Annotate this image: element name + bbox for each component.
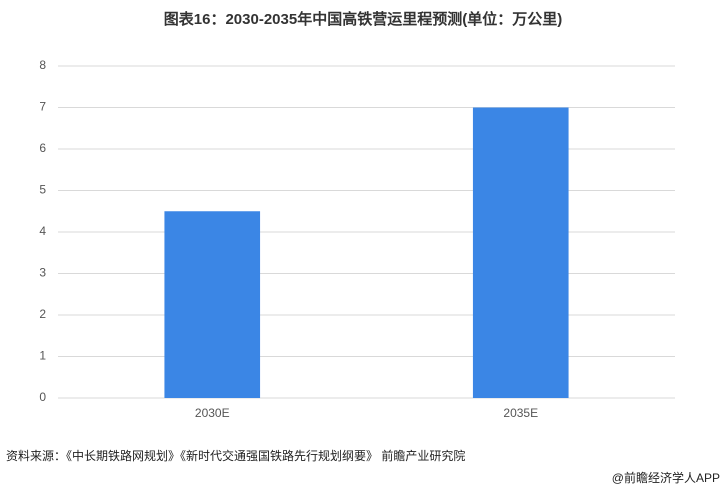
y-tick-label: 0 [39,390,46,404]
y-tick-label: 6 [39,141,46,155]
y-tick-label: 2 [39,307,46,321]
x-tick-label: 2030E [195,406,230,420]
y-tick-label: 3 [39,266,46,280]
y-tick-label: 5 [39,183,46,197]
x-tick-label: 2035E [503,406,538,420]
y-tick-label: 8 [39,58,46,72]
y-tick-label: 7 [39,100,46,114]
y-tick-label: 1 [39,349,46,363]
bar [472,107,569,398]
y-tick-label: 4 [39,224,46,238]
source-note: 资料来源：《中长期铁路网规划》《新时代交通强国铁路先行规划纲要》 前瞻产业研究院 [6,448,465,463]
credit: @前瞻经济学人APP [612,470,720,485]
bar [164,211,261,398]
chart-title: 图表16：2030-2035年中国高铁营运里程预测(单位：万公里) [164,10,562,28]
